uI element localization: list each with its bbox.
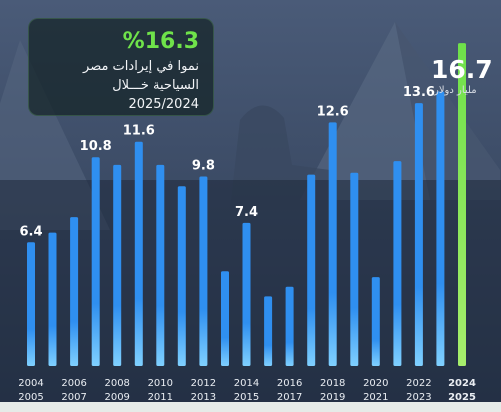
bar-2005-2006 [48, 232, 57, 366]
bar-2008-2009 [113, 164, 122, 366]
x-tick-label-top: 2004 [18, 378, 43, 389]
x-tick-label-top: 2006 [61, 378, 86, 389]
x-tick-label-bottom: 2019 [320, 392, 345, 403]
bottom-strip [0, 402, 501, 412]
data-label: 12.6 [317, 104, 349, 119]
bar-2013-2014 [221, 271, 229, 366]
highlight-value: 16.7 [431, 55, 493, 84]
bar-2021-2022 [393, 161, 402, 366]
x-tick-label-top: 2018 [320, 378, 345, 389]
data-label: 7.4 [235, 205, 258, 220]
x-tick-label-top: 2022 [406, 378, 431, 389]
x-tick-label-bottom: 2013 [191, 392, 216, 403]
x-tick-label-bottom: 2005 [18, 392, 43, 403]
x-tick-label-top: 2016 [277, 378, 302, 389]
bar-2023-2024 [436, 91, 445, 366]
data-label: 11.6 [123, 124, 155, 139]
x-tick-label-bottom: 2017 [277, 392, 302, 403]
callout-line-3: 2025/2024 [128, 97, 199, 112]
data-label: 6.4 [19, 224, 42, 239]
callout-line-2: السياحية خـــلال [112, 78, 199, 93]
x-tick-label-bottom: 2021 [363, 392, 388, 403]
bar-2022-2023 [414, 103, 423, 366]
x-tick-label-bottom: 2007 [61, 392, 86, 403]
x-tick-label-top: 2012 [191, 378, 216, 389]
bar-2011-2012 [177, 186, 186, 366]
bar-2014-2015 [242, 222, 251, 366]
x-tick-label-top: 2010 [148, 378, 173, 389]
data-label: 10.8 [80, 139, 112, 154]
bar-2006-2007 [70, 217, 79, 366]
bar-2012-2013 [199, 176, 208, 366]
x-tick-label-top: 2024 [448, 378, 476, 389]
x-tick-label-top: 2008 [104, 378, 129, 389]
x-tick-label-top: 2014 [234, 378, 259, 389]
x-tick-label-bottom: 2025 [448, 392, 476, 403]
callout-line-1: نموا في إيرادات مصر [83, 59, 199, 74]
bar-2016-2017 [285, 286, 294, 366]
bar-2020-2021 [371, 277, 380, 366]
x-tick-label-bottom: 2015 [234, 392, 259, 403]
growth-callout: %16.3 نموا في إيرادات مصر السياحية خـــل… [28, 18, 214, 116]
data-label: 9.8 [192, 159, 215, 174]
data-label: 13.6 [403, 85, 435, 100]
bar-highlight-2024-2025 [458, 43, 466, 366]
x-tick-label-top: 2020 [363, 378, 388, 389]
x-tick-label-bottom: 2009 [104, 392, 129, 403]
bar-2010-2011 [156, 164, 165, 366]
bar-2018-2019 [328, 122, 337, 367]
bar-2015-2016 [264, 296, 273, 366]
x-tick-label-bottom: 2023 [406, 392, 431, 403]
growth-percent: %16.3 [122, 29, 199, 54]
highlight-unit: مليار دولار [434, 85, 477, 96]
bar-2017-2018 [307, 174, 316, 366]
bar-2004-2005 [27, 242, 35, 366]
bar-2009-2010 [134, 141, 143, 366]
x-tick-label-bottom: 2011 [148, 392, 173, 403]
bar-2019-2020 [350, 172, 359, 366]
bar-2007-2008 [91, 157, 100, 366]
